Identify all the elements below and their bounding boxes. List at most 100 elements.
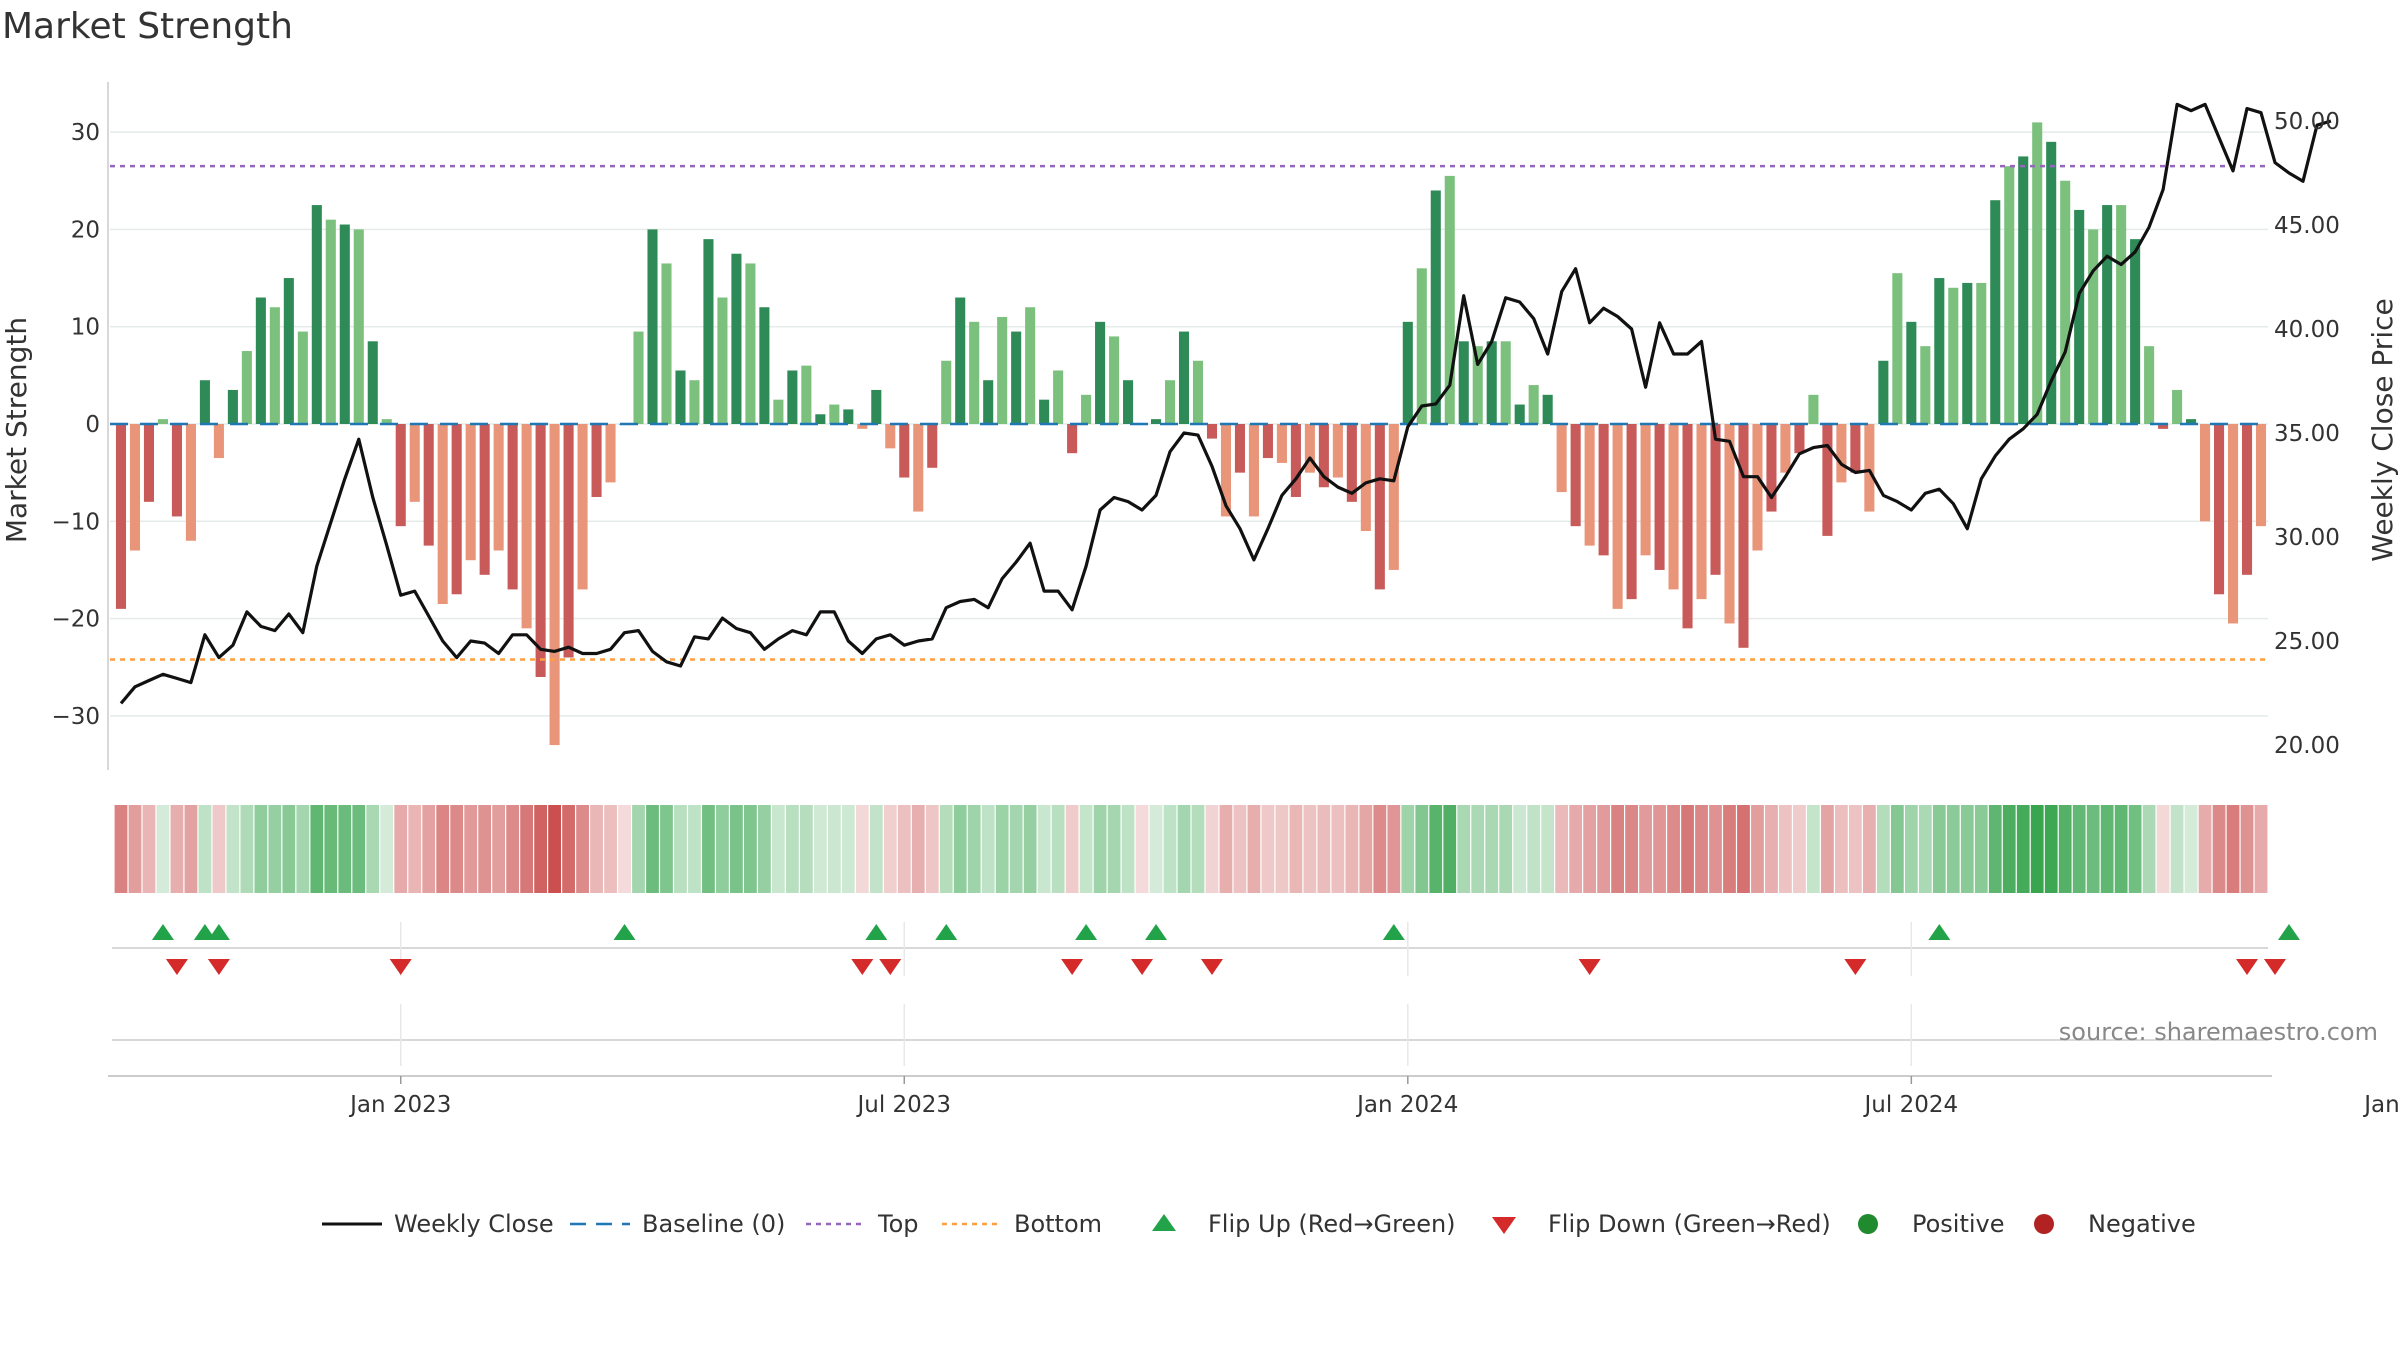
heat-cell (2170, 805, 2184, 893)
strength-bar (1878, 360, 1889, 424)
flip-down-marker (165, 959, 188, 975)
heat-cell (674, 805, 687, 893)
y-tick-right-label: 20.00 (2274, 733, 2340, 759)
strength-bar (2088, 229, 2099, 424)
strength-bar (661, 263, 672, 424)
strength-bar (1822, 424, 1833, 536)
heat-cell (2114, 805, 2128, 893)
strength-bar (1402, 321, 1413, 424)
strength-bar (129, 424, 141, 551)
heat-cell (1191, 805, 1205, 893)
legend-item: Bottom (942, 1210, 1102, 1238)
heat-cell (1149, 805, 1163, 893)
heat-cell (1695, 805, 1708, 893)
heat-cell (841, 805, 855, 893)
heat-cell (1555, 805, 1569, 893)
heat-cell (1247, 805, 1261, 893)
strength-bar (395, 424, 406, 527)
flip-up-marker (1145, 924, 1168, 940)
flip-down-marker (207, 959, 230, 975)
strength-bar (1248, 424, 1259, 517)
strength-bar (1906, 321, 1917, 424)
strength-bar (2004, 166, 2015, 424)
strength-bar (1472, 346, 1483, 424)
heat-cell (2030, 805, 2044, 893)
strength-bar (1724, 424, 1735, 624)
heat-cell (1051, 805, 1065, 893)
heat-cell (2198, 805, 2212, 893)
flip-down-marker (879, 959, 902, 975)
strength-bar (1626, 424, 1637, 600)
strength-bar (983, 380, 994, 424)
heat-cell (771, 805, 785, 893)
strength-bar (1612, 424, 1623, 609)
strength-bar (2200, 424, 2211, 522)
strength-bar (1011, 331, 1022, 424)
heat-cell (408, 805, 422, 893)
heat-cell (1107, 805, 1121, 893)
heat-cell (422, 805, 436, 893)
strength-bar (1948, 287, 1959, 424)
heat-cell (1639, 805, 1652, 893)
heat-cell (646, 805, 659, 893)
strength-bar (339, 224, 350, 424)
y-axis-right-label: Weekly Close Price (2366, 298, 2399, 561)
heat-cell (1345, 805, 1359, 893)
heat-cell (2058, 805, 2072, 893)
legend-label: Positive (1912, 1210, 2005, 1238)
heat-cell (1135, 805, 1149, 893)
heat-cell (1876, 805, 1890, 893)
strength-bar (1850, 424, 1861, 473)
heat-cell (2184, 805, 2198, 893)
strength-bar (885, 424, 896, 449)
strength-bar (1556, 424, 1567, 493)
heat-cell (1303, 805, 1317, 893)
heat-cell (1359, 805, 1373, 893)
heat-cell (1667, 805, 1680, 893)
heat-cell (1946, 805, 1960, 893)
heat-cell (520, 805, 534, 893)
x-tick-label: Jan 2025 (2362, 1092, 2400, 1118)
strength-bar (1025, 307, 1036, 424)
strength-bar (1178, 331, 1190, 424)
heat-cell (1737, 805, 1750, 893)
axes: 30 20 10 0 −10 −20 −30 50.00 45.00 40.00 35.00 30.0… (51, 82, 2400, 1118)
flip-down-marker (1200, 959, 1223, 975)
x-tick-label: Jan 2023 (348, 1092, 451, 1118)
heat-cell (296, 805, 310, 893)
strength-bar (1654, 424, 1665, 570)
heat-cell (2086, 805, 2100, 893)
strength-bar (2144, 346, 2155, 424)
heat-cell (1233, 805, 1247, 893)
strength-bar (1067, 424, 1078, 454)
heat-cell (1821, 805, 1834, 893)
legend-label: Baseline (0) (642, 1210, 785, 1238)
heat-cell (1037, 805, 1051, 893)
strength-bar (1430, 190, 1441, 424)
chart-title: Market Strength (2, 6, 293, 47)
strength-bar (549, 424, 560, 746)
heat-cell (2128, 805, 2142, 893)
flip-down-marker (1578, 959, 1601, 975)
y-tick-right-label: 25.00 (2274, 629, 2340, 655)
strength-bar (1500, 341, 1511, 424)
strength-bar (1934, 278, 1945, 424)
strength-bar (2158, 424, 2169, 429)
heat-cell (1079, 805, 1093, 893)
heat-cell (1373, 805, 1387, 893)
flip-up-marker (2277, 924, 2300, 940)
heat-cell (1541, 805, 1555, 893)
strength-bar (507, 424, 518, 590)
heat-cell (604, 805, 617, 893)
heat-cell (785, 805, 799, 893)
strength-bar (1990, 200, 2001, 424)
strength-bar (1318, 424, 1329, 488)
heat-cell (925, 805, 939, 893)
strength-bar (311, 205, 322, 424)
strength-bar (927, 424, 938, 468)
strength-bar (1780, 424, 1791, 473)
heat-cell (1023, 805, 1037, 893)
strength-bar (1570, 424, 1581, 527)
heat-cell (2254, 805, 2268, 893)
heat-cell (1289, 805, 1303, 893)
